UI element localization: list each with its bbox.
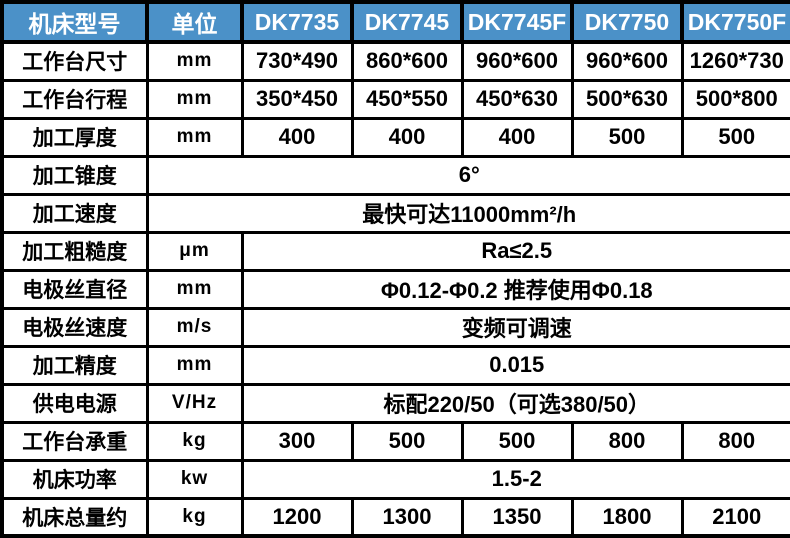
spec-value: 1350	[460, 496, 574, 538]
spec-value-merged: 最快可达11000mm²/h	[145, 192, 790, 234]
spec-value: 500	[460, 420, 574, 462]
row-label: 电极丝直径	[0, 268, 149, 310]
header-unit-column: 单位	[145, 0, 244, 44]
spec-value: 400	[350, 116, 464, 158]
unit-cell: mm	[145, 268, 244, 310]
spec-value: 450*550	[350, 78, 464, 120]
row-label: 加工锥度	[0, 154, 149, 196]
spec-value-merged: Φ0.12-Φ0.2 推荐使用Φ0.18	[240, 268, 790, 310]
spec-value-merged: Ra≤2.5	[240, 230, 790, 272]
unit-cell: m/s	[145, 306, 244, 348]
row-label: 加工速度	[0, 192, 149, 234]
spec-value: 350*450	[240, 78, 354, 120]
spec-value-merged: 1.5-2	[240, 458, 790, 500]
header-model-dk7745: DK7745	[350, 0, 464, 44]
spec-value: 2100	[680, 496, 790, 538]
spec-value: 1260*730	[680, 40, 790, 82]
spec-value: 500	[570, 116, 684, 158]
header-model-column: 机床型号	[0, 0, 149, 44]
spec-value: 730*490	[240, 40, 354, 82]
spec-value: 960*600	[570, 40, 684, 82]
spec-value-merged: 0.015	[240, 344, 790, 386]
row-label: 供电电源	[0, 382, 149, 424]
header-model-dk7750f: DK7750F	[680, 0, 790, 44]
spec-value: 450*630	[460, 78, 574, 120]
table-row-worktable-size: 工作台尺寸 mm 730*490 860*600 960*600 960*600…	[0, 40, 790, 82]
table-row-wire-speed: 电极丝速度 m/s 变频可调速	[0, 306, 790, 348]
row-label: 工作台承重	[0, 420, 149, 462]
row-label: 电极丝速度	[0, 306, 149, 348]
header-model-dk7745f: DK7745F	[460, 0, 574, 44]
table-row-cutting-thickness: 加工厚度 mm 400 400 400 500 500	[0, 116, 790, 158]
spec-value: 800	[680, 420, 790, 462]
unit-cell: μm	[145, 230, 244, 272]
table-row-worktable-travel: 工作台行程 mm 350*450 450*550 450*630 500*630…	[0, 78, 790, 120]
spec-value: 860*600	[350, 40, 464, 82]
spec-value: 500	[350, 420, 464, 462]
unit-cell: mm	[145, 78, 244, 120]
unit-cell: kg	[145, 496, 244, 538]
spec-value-merged: 标配220/50（可选380/50）	[240, 382, 790, 424]
unit-cell: kw	[145, 458, 244, 500]
row-label: 工作台行程	[0, 78, 149, 120]
spec-value: 1300	[350, 496, 464, 538]
unit-cell: mm	[145, 344, 244, 386]
table-row-machining-accuracy: 加工精度 mm 0.015	[0, 344, 790, 386]
table-row-machine-weight: 机床总量约 kg 1200 1300 1350 1800 2100	[0, 496, 790, 538]
header-row: 机床型号 单位 DK7735 DK7745 DK7745F DK7750 DK7…	[0, 0, 790, 44]
spec-value: 300	[240, 420, 354, 462]
row-label: 机床总量约	[0, 496, 149, 538]
row-label: 加工精度	[0, 344, 149, 386]
spec-value: 960*600	[460, 40, 574, 82]
unit-cell: V/Hz	[145, 382, 244, 424]
table-row-wire-diameter: 电极丝直径 mm Φ0.12-Φ0.2 推荐使用Φ0.18	[0, 268, 790, 310]
row-label: 工作台尺寸	[0, 40, 149, 82]
spec-value-merged: 6°	[145, 154, 790, 196]
header-model-dk7750: DK7750	[570, 0, 684, 44]
spec-value: 1800	[570, 496, 684, 538]
spec-value: 500*630	[570, 78, 684, 120]
table-row-power-supply: 供电电源 V/Hz 标配220/50（可选380/50）	[0, 382, 790, 424]
table-row-cutting-speed: 加工速度 最快可达11000mm²/h	[0, 192, 790, 234]
table-row-worktable-load: 工作台承重 kg 300 500 500 800 800	[0, 420, 790, 462]
row-label: 机床功率	[0, 458, 149, 500]
spec-value: 500	[680, 116, 790, 158]
unit-cell: mm	[145, 40, 244, 82]
table-row-taper-angle: 加工锥度 6°	[0, 154, 790, 196]
spec-value: 800	[570, 420, 684, 462]
spec-value: 1200	[240, 496, 354, 538]
spec-value: 500*800	[680, 78, 790, 120]
spec-value: 400	[460, 116, 574, 158]
header-model-dk7735: DK7735	[240, 0, 354, 44]
table-row-machine-power: 机床功率 kw 1.5-2	[0, 458, 790, 500]
row-label: 加工粗糙度	[0, 230, 149, 272]
row-label: 加工厚度	[0, 116, 149, 158]
unit-cell: kg	[145, 420, 244, 462]
spec-value-merged: 变频可调速	[240, 306, 790, 348]
table-row-surface-roughness: 加工粗糙度 μm Ra≤2.5	[0, 230, 790, 272]
unit-cell: mm	[145, 116, 244, 158]
spec-value: 400	[240, 116, 354, 158]
